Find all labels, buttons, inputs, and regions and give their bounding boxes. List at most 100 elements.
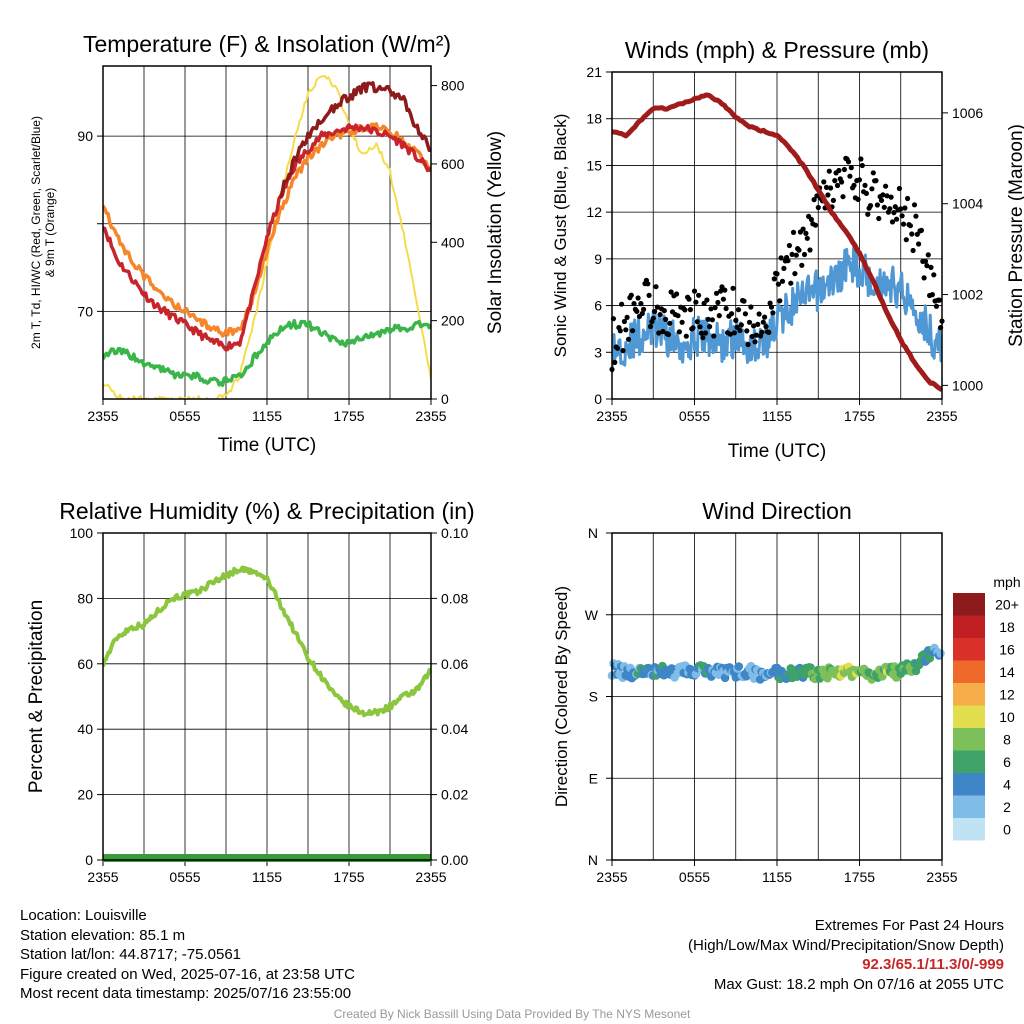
gust-point	[705, 316, 711, 322]
gust-point	[639, 310, 645, 317]
gust-point	[762, 314, 768, 320]
gust-point	[889, 219, 896, 225]
colorbar-label: 10	[999, 709, 1015, 725]
gust-point	[862, 182, 868, 188]
gust-point	[770, 310, 776, 316]
gust-point	[881, 204, 887, 210]
gust-point	[686, 296, 692, 302]
gust-point	[679, 319, 685, 325]
y-tick-label: 90	[77, 128, 93, 144]
y2-tick-label: 800	[441, 78, 465, 94]
station-latlon: Station lat/lon: 44.8717; -75.0561	[20, 946, 242, 963]
x-tick-label: 2355	[926, 408, 957, 424]
gust-point	[777, 298, 783, 304]
series-line-2m-td	[103, 318, 431, 388]
colorbar-label: 2	[1003, 799, 1011, 815]
gust-point	[825, 192, 831, 198]
y-tick-label: S	[589, 689, 598, 705]
gust-point	[742, 311, 749, 317]
gust-point	[902, 205, 908, 211]
gust-point	[667, 320, 673, 326]
x-tick-label: 1755	[844, 408, 875, 424]
gust-point	[848, 165, 854, 171]
station-elevation: Station elevation: 85.1 m	[20, 926, 186, 944]
plot-frame-humidity	[102, 532, 432, 861]
series-line-insolation	[103, 75, 431, 399]
gust-point	[863, 190, 870, 196]
y-tick-label: 9	[594, 251, 602, 267]
gust-point	[796, 247, 802, 253]
gust-point	[612, 359, 618, 365]
gust-point	[826, 168, 832, 174]
gust-point	[801, 251, 808, 258]
x-tick-label: 1755	[844, 869, 875, 885]
gust-point	[847, 173, 853, 179]
gust-point	[828, 185, 834, 191]
gust-point	[898, 206, 904, 212]
gust-point	[786, 242, 793, 249]
gust-point	[647, 323, 654, 330]
y2-tick-label: 1000	[952, 377, 983, 393]
gust-point	[870, 170, 876, 176]
gust-point	[858, 156, 864, 162]
gust-point	[751, 323, 757, 329]
gust-point	[614, 345, 621, 351]
gust-point	[620, 348, 626, 354]
gust-point	[690, 325, 696, 331]
gust-point	[744, 328, 750, 334]
y2-axis-label-temperature: Solar Insolation (Yellow)	[485, 131, 506, 334]
gust-point	[696, 292, 702, 298]
x-tick-label: 2355	[415, 408, 446, 424]
gust-point	[880, 192, 886, 198]
gust-point	[774, 271, 780, 277]
y-tick-label: W	[585, 607, 599, 623]
extremes-title: Extremes For Past 24 Hours	[814, 917, 1004, 934]
gust-point	[693, 299, 699, 305]
gust-point	[682, 307, 688, 313]
y-tick-label: 0	[85, 852, 93, 868]
gust-point	[878, 197, 885, 203]
gust-point	[929, 292, 936, 298]
gust-point	[631, 301, 637, 307]
y2-tick-label: 0.06	[441, 656, 468, 672]
gust-point	[910, 247, 916, 254]
gust-point	[821, 179, 827, 185]
gust-point	[792, 271, 798, 277]
gust-point	[859, 162, 865, 169]
extremes-values: 92.3/65.1/11.3/0/-999	[862, 956, 1004, 973]
gust-point	[884, 193, 890, 199]
gust-point	[922, 258, 929, 264]
gust-point	[785, 258, 791, 264]
gust-point	[891, 210, 897, 216]
x-tick-label: 2355	[87, 869, 118, 885]
gust-point	[746, 319, 753, 325]
direction-point	[823, 673, 832, 683]
gust-point	[733, 317, 739, 323]
colorbar-swatch	[953, 818, 985, 841]
gust-point	[700, 335, 706, 341]
gust-point	[731, 330, 738, 336]
gust-point	[918, 227, 925, 233]
extremes-subtitle: (High/Low/Max Wind/Precipitation/Snow De…	[688, 936, 1004, 954]
gust-point	[887, 206, 893, 212]
gust-point	[916, 241, 922, 247]
gust-point	[814, 193, 820, 199]
colorbar-swatch	[953, 750, 985, 773]
colorbar-swatch	[953, 615, 985, 638]
x-axis-label-temperature: Time (UTC)	[218, 435, 317, 456]
colorbar-swatch	[953, 638, 985, 661]
gust-point	[924, 263, 930, 269]
gust-point	[713, 290, 720, 296]
gust-point	[676, 329, 683, 335]
colorbar-swatch	[953, 660, 985, 683]
y2-tick-label: 600	[441, 156, 465, 172]
gust-point	[823, 184, 830, 190]
y2-axis-label-winds: Station Pressure (Maroon)	[1006, 124, 1024, 347]
colorbar-label: 4	[1003, 776, 1011, 792]
y2-tick-label: 0.08	[441, 590, 468, 606]
y2-tick-label: 0	[441, 391, 449, 407]
gust-point	[876, 215, 882, 222]
colorbar-label: 16	[999, 641, 1015, 657]
